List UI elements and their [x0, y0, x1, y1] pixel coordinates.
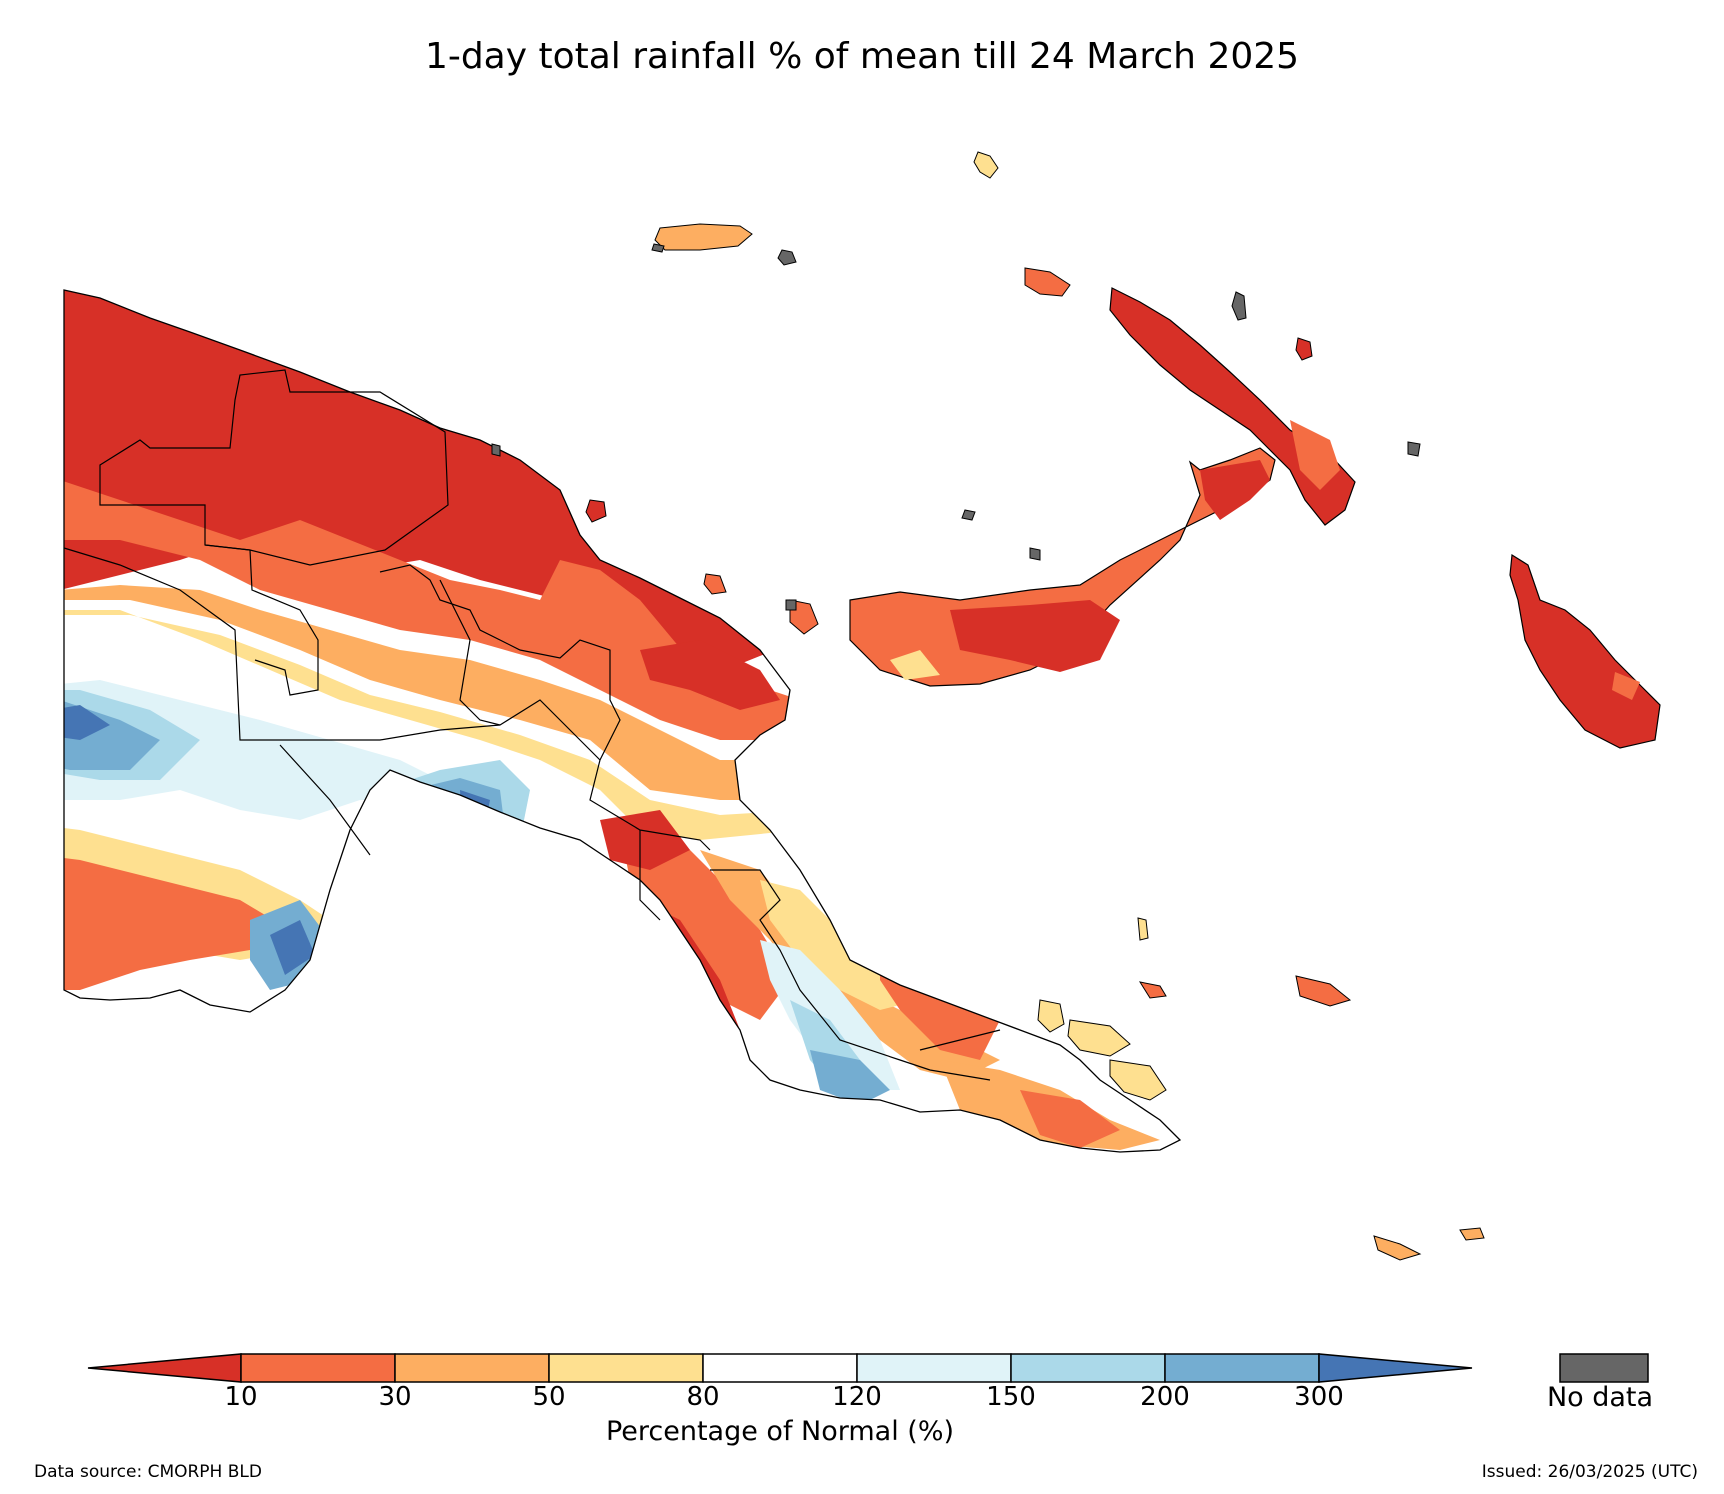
colorbar-tick-120: 120: [832, 1382, 882, 1412]
tagula-island: [1459, 1227, 1485, 1241]
umboi-grey-tip: [785, 599, 797, 611]
colorbar-segment-150-200: [1010, 1353, 1166, 1383]
colorbar-segment-120-150: [856, 1353, 1012, 1383]
colorbar-segment-10-30: [240, 1353, 396, 1383]
nodata-swatch: [1559, 1353, 1649, 1383]
band-200-300-port-moresby: [810, 1050, 890, 1105]
band-over-300-west: [64, 705, 110, 740]
manus-east-islet: [777, 249, 797, 266]
misima-island: [1373, 1235, 1422, 1261]
fergusson-island: [1067, 1019, 1131, 1057]
mainland-coastline: [63, 289, 1182, 1153]
colorbar-min-extension: [87, 1353, 242, 1383]
colorbar-segment-80-120: [702, 1353, 858, 1383]
new-ireland-island: [1109, 287, 1356, 526]
band-10-30-north: [64, 480, 800, 740]
province-borders: [63, 369, 1001, 1081]
bougainville-orange-spot: [1612, 672, 1640, 700]
goodenough-island: [1037, 999, 1065, 1033]
feni-island: [1407, 441, 1421, 457]
band-120-150-owen-stanley: [760, 940, 900, 1090]
new-ireland: [1109, 287, 1356, 526]
colorbar-segment-200-300: [1164, 1353, 1320, 1383]
northern-islands: [491, 151, 1421, 999]
karkar-island: [585, 499, 607, 523]
colorbar-tick-50: 50: [532, 1382, 566, 1412]
band-200-300-fly: [410, 778, 505, 845]
small-grey-islet-a: [491, 443, 501, 457]
band-30-50-north: [64, 585, 800, 800]
manus-west-islet: [651, 243, 665, 253]
colorbar-tick-300: 300: [1294, 1382, 1344, 1412]
band-50-80-north: [64, 610, 800, 840]
mainland-new-guinea: [63, 289, 1182, 1153]
band-below-10-madang: [640, 640, 780, 710]
band-10-30-south: [64, 850, 290, 990]
nodata-label: No data: [1546, 1382, 1654, 1413]
new-britain: [849, 447, 1276, 687]
long-island: [703, 573, 727, 595]
colorbar: [87, 1353, 1473, 1383]
woodlark-island: [1295, 975, 1352, 1007]
new-britain-red-center: [950, 600, 1120, 672]
tabar-island: [1231, 291, 1247, 321]
new-britain-yellow-west: [890, 650, 940, 680]
colorbar-segment-30-50: [394, 1353, 550, 1383]
lolobau-islet: [961, 509, 976, 521]
colorbar-tick-200: 200: [1140, 1382, 1190, 1412]
manus-island: [654, 223, 753, 251]
normanby-island: [1109, 1059, 1167, 1101]
band-10-30-milne-bay: [1020, 1090, 1120, 1148]
new-ireland-orange-band: [1290, 420, 1340, 490]
bougainville: [1509, 553, 1661, 749]
colorbar-tick-80: 80: [686, 1382, 720, 1412]
new-britain-red-east: [1200, 460, 1270, 520]
band-over-300-southcoast: [270, 920, 315, 975]
issued-date-note: Issued: 26/03/2025 (UTC): [1481, 1462, 1698, 1482]
data-source-note: Data source: CMORPH BLD: [34, 1462, 262, 1482]
umboi-island: [789, 599, 819, 635]
new-hanover: [1024, 267, 1071, 297]
mussau-island: [973, 151, 999, 179]
colorbar-segment-50-80: [548, 1353, 704, 1383]
bougainville-island: [1509, 553, 1661, 749]
trobriand-kiriwina: [1137, 917, 1149, 941]
colorbar-tick-30: 30: [378, 1382, 412, 1412]
colorbar-max-extension: [1318, 1353, 1473, 1383]
band-10-30-papuan-south: [620, 830, 790, 1020]
trobriand-islet: [1138, 981, 1167, 999]
lihir-island: [1295, 337, 1313, 361]
garove-islet: [1029, 547, 1041, 561]
colorbar-tick-150: 150: [986, 1382, 1036, 1412]
band-below-10-huon: [600, 810, 690, 870]
colorbar-tick-10: 10: [224, 1382, 258, 1412]
eastern-islands: [1037, 917, 1485, 1261]
colorbar-label: Percentage of Normal (%): [605, 1416, 955, 1447]
map-title: 1-day total rainfall % of mean till 24 M…: [424, 36, 1300, 77]
